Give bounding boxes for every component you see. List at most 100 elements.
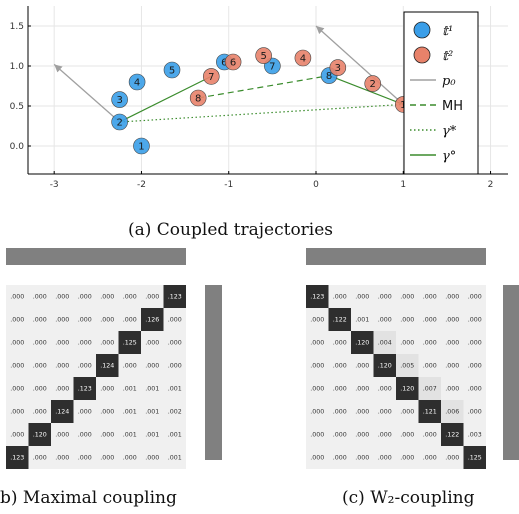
heatmap-cell: [141, 400, 164, 423]
heatmap-cell: [463, 308, 486, 331]
heatmap-cell: [373, 446, 396, 469]
heatmap-cell-value: .123: [310, 294, 324, 301]
heatmap-cell: [163, 354, 186, 377]
heatmap-cell: [51, 308, 74, 331]
legend-label: p₀: [442, 74, 456, 89]
heatmap-cell: [141, 285, 164, 308]
heatmap-cell-value: .000: [78, 317, 92, 324]
t2-point-label: 8: [195, 94, 201, 105]
heatmap-cell: [373, 308, 396, 331]
heatmap-cell: [441, 285, 464, 308]
legend-marker: [413, 21, 431, 39]
heatmap-cell-value: .001: [168, 386, 182, 393]
legend-label: γ°: [442, 149, 456, 164]
t2-point: [364, 75, 382, 92]
heatmap-cell: [163, 400, 186, 423]
heatmap-cell: [28, 285, 51, 308]
heatmap-cell-value: .000: [423, 340, 437, 347]
heatmap-cell: [418, 423, 441, 446]
heatmap-cell-value: .000: [100, 409, 114, 416]
heatmap-cell-value: .000: [78, 455, 92, 462]
heatmap-cell-value: .000: [445, 363, 459, 370]
heatmap-cell: [73, 446, 96, 469]
heatmap-cell: [51, 400, 74, 423]
heatmap-cell-value: .000: [378, 455, 392, 462]
y-tick-label: 0.5: [10, 102, 24, 112]
t1-point-label: 6: [221, 58, 227, 69]
heatmap-cell-value: .000: [100, 294, 114, 301]
heatmap-cell: [96, 308, 119, 331]
x-tick-label: -2: [137, 180, 146, 190]
heatmap-cell-value: .000: [333, 455, 347, 462]
heatmap-cell: [28, 331, 51, 354]
heatmap-cell: [306, 331, 329, 354]
heatmap-cell: [463, 331, 486, 354]
heatmap-cell: [73, 400, 96, 423]
heatmap-cell-value: .001: [145, 409, 159, 416]
x-tick-label: -1: [224, 180, 233, 190]
heatmap-cell: [373, 377, 396, 400]
marginal-bar-top: [306, 248, 486, 265]
heatmap-cell-value: .000: [355, 455, 369, 462]
heatmap-cell: [6, 377, 29, 400]
heatmap-cell: [373, 285, 396, 308]
heatmap-cell: [306, 377, 329, 400]
heatmap-cell-value: .000: [468, 294, 482, 301]
y-tick-label: 0.0: [10, 142, 25, 152]
t2-point-label: 2: [370, 79, 376, 90]
marginal-bar-side: [503, 285, 519, 460]
heatmap-cell-value: .000: [78, 409, 92, 416]
heatmap-cell-value: .001: [123, 386, 137, 393]
heatmap-cell: [118, 400, 141, 423]
heatmap-cell: [118, 331, 141, 354]
heatmap-cell-value: .000: [100, 432, 114, 439]
heatmap-cell: [163, 285, 186, 308]
heatmap-cell-value: .000: [33, 386, 47, 393]
heatmap-cell-value: .000: [168, 363, 182, 370]
heatmap-cell-value: .000: [168, 317, 182, 324]
heatmap-cell-value: .000: [10, 363, 24, 370]
heatmap-cell: [418, 354, 441, 377]
heatmap-cell-value: .000: [33, 409, 47, 416]
heatmap-cell: [373, 423, 396, 446]
heatmap-cell-value: .001: [355, 317, 369, 324]
heatmap-cell-value: .000: [33, 455, 47, 462]
heatmap-cell: [328, 400, 351, 423]
t1-point: [163, 61, 181, 79]
heatmap-cell-value: .000: [445, 294, 459, 301]
heatmap-cell-value: .000: [378, 432, 392, 439]
heatmap-cell-value: .000: [100, 455, 114, 462]
heatmap-cell-value: .000: [400, 317, 414, 324]
heatmap-cell-value: .000: [78, 363, 92, 370]
x-tick-label: 0: [313, 180, 319, 190]
heatmap-cell: [306, 423, 329, 446]
heatmap-cell-value: .000: [33, 340, 47, 347]
heatmap-cell: [306, 354, 329, 377]
heatmap-cell: [163, 446, 186, 469]
heatmap-cell-value: .000: [10, 340, 24, 347]
heatmap-cell: [141, 423, 164, 446]
heatmap-cell-value: .000: [468, 409, 482, 416]
t2-point-label: 4: [300, 54, 306, 65]
heatmap-cell-value: .000: [123, 363, 137, 370]
heatmap-cell-value: .000: [333, 432, 347, 439]
heatmap-cell-value: .000: [400, 409, 414, 416]
heatmap-cell-value: .000: [423, 363, 437, 370]
heatmap-cell-value: .124: [55, 409, 69, 416]
heatmap-cell: [351, 446, 374, 469]
t1-point-label: 2: [116, 118, 122, 129]
heatmap-cell-value: .000: [100, 386, 114, 393]
marginal-bar-side: [205, 285, 222, 460]
heatmap-cell: [28, 400, 51, 423]
t1-point-label: 7: [269, 62, 275, 73]
heatmap-cell-value: .000: [355, 386, 369, 393]
heatmap-cell: [73, 308, 96, 331]
heatmap-cell-value: .125: [468, 455, 482, 462]
heatmap-cell: [118, 377, 141, 400]
legend-label: 𝕥¹: [442, 24, 453, 39]
heatmap-cell: [28, 308, 51, 331]
heatmap-cell-value: .000: [355, 432, 369, 439]
heatmap-cell-value: .120: [378, 363, 392, 370]
heatmap-cell: [163, 308, 186, 331]
